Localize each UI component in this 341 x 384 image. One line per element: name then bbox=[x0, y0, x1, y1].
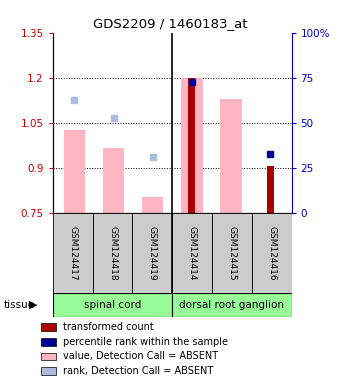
Text: GSM124414: GSM124414 bbox=[188, 226, 197, 281]
Bar bbox=[53, 213, 93, 294]
Bar bbox=[103, 149, 124, 213]
Bar bbox=[132, 213, 172, 294]
Text: transformed count: transformed count bbox=[63, 322, 154, 332]
Bar bbox=[172, 293, 292, 317]
Bar bbox=[53, 293, 172, 317]
Bar bbox=[252, 213, 292, 294]
Bar bbox=[64, 131, 85, 213]
Bar bbox=[181, 78, 203, 213]
Text: GSM124416: GSM124416 bbox=[267, 226, 276, 281]
Text: value, Detection Call = ABSENT: value, Detection Call = ABSENT bbox=[63, 351, 218, 361]
Text: percentile rank within the sample: percentile rank within the sample bbox=[63, 337, 228, 347]
Text: spinal cord: spinal cord bbox=[84, 300, 141, 310]
Text: dorsal root ganglion: dorsal root ganglion bbox=[179, 300, 284, 310]
Bar bbox=[172, 213, 212, 294]
Text: tissue: tissue bbox=[3, 300, 34, 310]
Text: GSM124419: GSM124419 bbox=[148, 226, 157, 281]
Text: GSM124417: GSM124417 bbox=[68, 226, 77, 281]
Text: GSM124418: GSM124418 bbox=[108, 226, 117, 281]
Bar bbox=[220, 99, 242, 213]
Bar bbox=[142, 197, 163, 213]
Text: rank, Detection Call = ABSENT: rank, Detection Call = ABSENT bbox=[63, 366, 213, 376]
Bar bbox=[188, 78, 195, 213]
Text: ▶: ▶ bbox=[29, 300, 38, 310]
Bar bbox=[93, 213, 132, 294]
Text: GDS2209 / 1460183_at: GDS2209 / 1460183_at bbox=[93, 17, 248, 30]
Text: GSM124415: GSM124415 bbox=[227, 226, 236, 281]
Bar bbox=[212, 213, 252, 294]
Bar bbox=[267, 167, 273, 213]
